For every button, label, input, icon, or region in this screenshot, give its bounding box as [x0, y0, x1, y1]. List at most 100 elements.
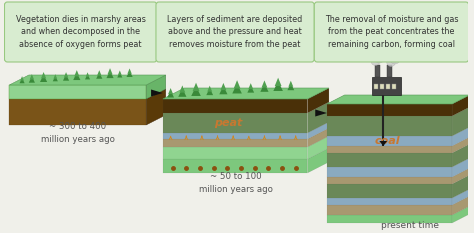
Polygon shape	[107, 71, 114, 78]
Polygon shape	[452, 107, 470, 136]
Polygon shape	[247, 86, 254, 93]
Polygon shape	[379, 141, 387, 146]
Polygon shape	[163, 133, 308, 139]
Polygon shape	[40, 75, 47, 82]
Polygon shape	[207, 86, 212, 92]
Polygon shape	[308, 148, 329, 173]
Polygon shape	[127, 71, 133, 77]
Polygon shape	[372, 77, 401, 95]
Polygon shape	[288, 81, 293, 87]
Polygon shape	[327, 153, 452, 167]
Polygon shape	[30, 74, 34, 79]
Polygon shape	[234, 80, 240, 89]
Polygon shape	[163, 139, 308, 147]
Polygon shape	[327, 215, 452, 223]
Polygon shape	[53, 76, 58, 81]
Polygon shape	[327, 146, 452, 153]
Polygon shape	[327, 205, 452, 215]
Polygon shape	[308, 136, 329, 159]
Polygon shape	[219, 86, 228, 94]
Polygon shape	[74, 70, 79, 76]
Polygon shape	[260, 83, 269, 92]
Text: ~ 300 to 400
million years ago: ~ 300 to 400 million years ago	[41, 122, 115, 144]
Polygon shape	[85, 74, 90, 79]
Polygon shape	[146, 75, 166, 99]
Polygon shape	[262, 80, 267, 88]
Text: Layers of sediment are deposited
above and the pressure and heat
removes moistur: Layers of sediment are deposited above a…	[167, 15, 303, 49]
Polygon shape	[54, 74, 57, 79]
Polygon shape	[73, 73, 81, 80]
FancyBboxPatch shape	[314, 2, 469, 62]
Polygon shape	[273, 81, 283, 91]
Polygon shape	[327, 177, 452, 184]
Polygon shape	[191, 86, 201, 96]
Bar	[386, 84, 390, 89]
Polygon shape	[327, 95, 470, 104]
Polygon shape	[452, 206, 470, 223]
Polygon shape	[167, 91, 174, 98]
FancyBboxPatch shape	[156, 2, 314, 62]
Polygon shape	[452, 95, 470, 116]
Polygon shape	[163, 113, 308, 133]
Polygon shape	[327, 116, 452, 136]
Text: Vegetation dies in marshy areas
and when decomposed in the
absence of oxygen for: Vegetation dies in marshy areas and when…	[16, 15, 146, 49]
Bar	[375, 65, 380, 77]
Polygon shape	[9, 85, 146, 99]
Polygon shape	[232, 84, 242, 93]
Polygon shape	[19, 78, 25, 83]
Polygon shape	[327, 167, 452, 177]
Circle shape	[374, 53, 384, 63]
Polygon shape	[108, 68, 113, 74]
Polygon shape	[20, 76, 24, 81]
Text: ~ 50 to 100
million years ago: ~ 50 to 100 million years ago	[199, 172, 273, 194]
Polygon shape	[117, 72, 122, 78]
Polygon shape	[452, 158, 470, 177]
Polygon shape	[327, 136, 452, 146]
Polygon shape	[128, 69, 132, 74]
Polygon shape	[86, 72, 90, 77]
Polygon shape	[151, 89, 163, 96]
Polygon shape	[452, 144, 470, 167]
Polygon shape	[9, 99, 146, 125]
Bar	[387, 65, 392, 77]
Polygon shape	[63, 74, 69, 81]
Polygon shape	[163, 88, 329, 99]
Polygon shape	[206, 88, 213, 95]
Polygon shape	[9, 75, 166, 85]
Polygon shape	[452, 189, 470, 205]
Polygon shape	[308, 88, 329, 113]
Polygon shape	[452, 168, 470, 184]
Polygon shape	[168, 88, 173, 94]
Polygon shape	[452, 127, 470, 146]
Polygon shape	[452, 196, 470, 215]
Circle shape	[387, 58, 395, 66]
Polygon shape	[192, 83, 200, 91]
Circle shape	[390, 54, 400, 64]
Polygon shape	[308, 102, 329, 133]
Polygon shape	[29, 76, 35, 83]
Polygon shape	[64, 72, 68, 78]
Polygon shape	[163, 159, 308, 173]
Text: peat: peat	[214, 118, 242, 128]
Polygon shape	[118, 70, 122, 75]
Text: coal: coal	[374, 136, 400, 146]
Polygon shape	[308, 128, 329, 147]
Polygon shape	[96, 72, 102, 79]
Polygon shape	[452, 137, 470, 153]
Polygon shape	[287, 83, 294, 90]
Polygon shape	[163, 99, 308, 113]
Polygon shape	[308, 122, 329, 139]
Bar	[374, 84, 378, 89]
Text: present time: present time	[381, 220, 439, 230]
Polygon shape	[220, 83, 226, 90]
Polygon shape	[146, 89, 166, 125]
Polygon shape	[327, 198, 452, 205]
Text: The removal of moisture and gas
from the peat concentrates the
remaining carbon,: The removal of moisture and gas from the…	[325, 15, 458, 49]
FancyBboxPatch shape	[4, 2, 157, 62]
Polygon shape	[97, 70, 101, 75]
Polygon shape	[248, 83, 253, 89]
Polygon shape	[163, 147, 308, 159]
Polygon shape	[41, 72, 46, 78]
Polygon shape	[180, 86, 185, 93]
Polygon shape	[327, 104, 452, 116]
